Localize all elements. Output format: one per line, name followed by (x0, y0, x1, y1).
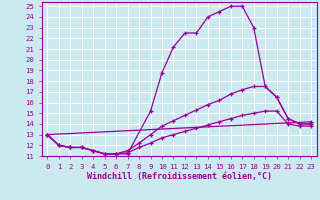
X-axis label: Windchill (Refroidissement éolien,°C): Windchill (Refroidissement éolien,°C) (87, 172, 272, 181)
